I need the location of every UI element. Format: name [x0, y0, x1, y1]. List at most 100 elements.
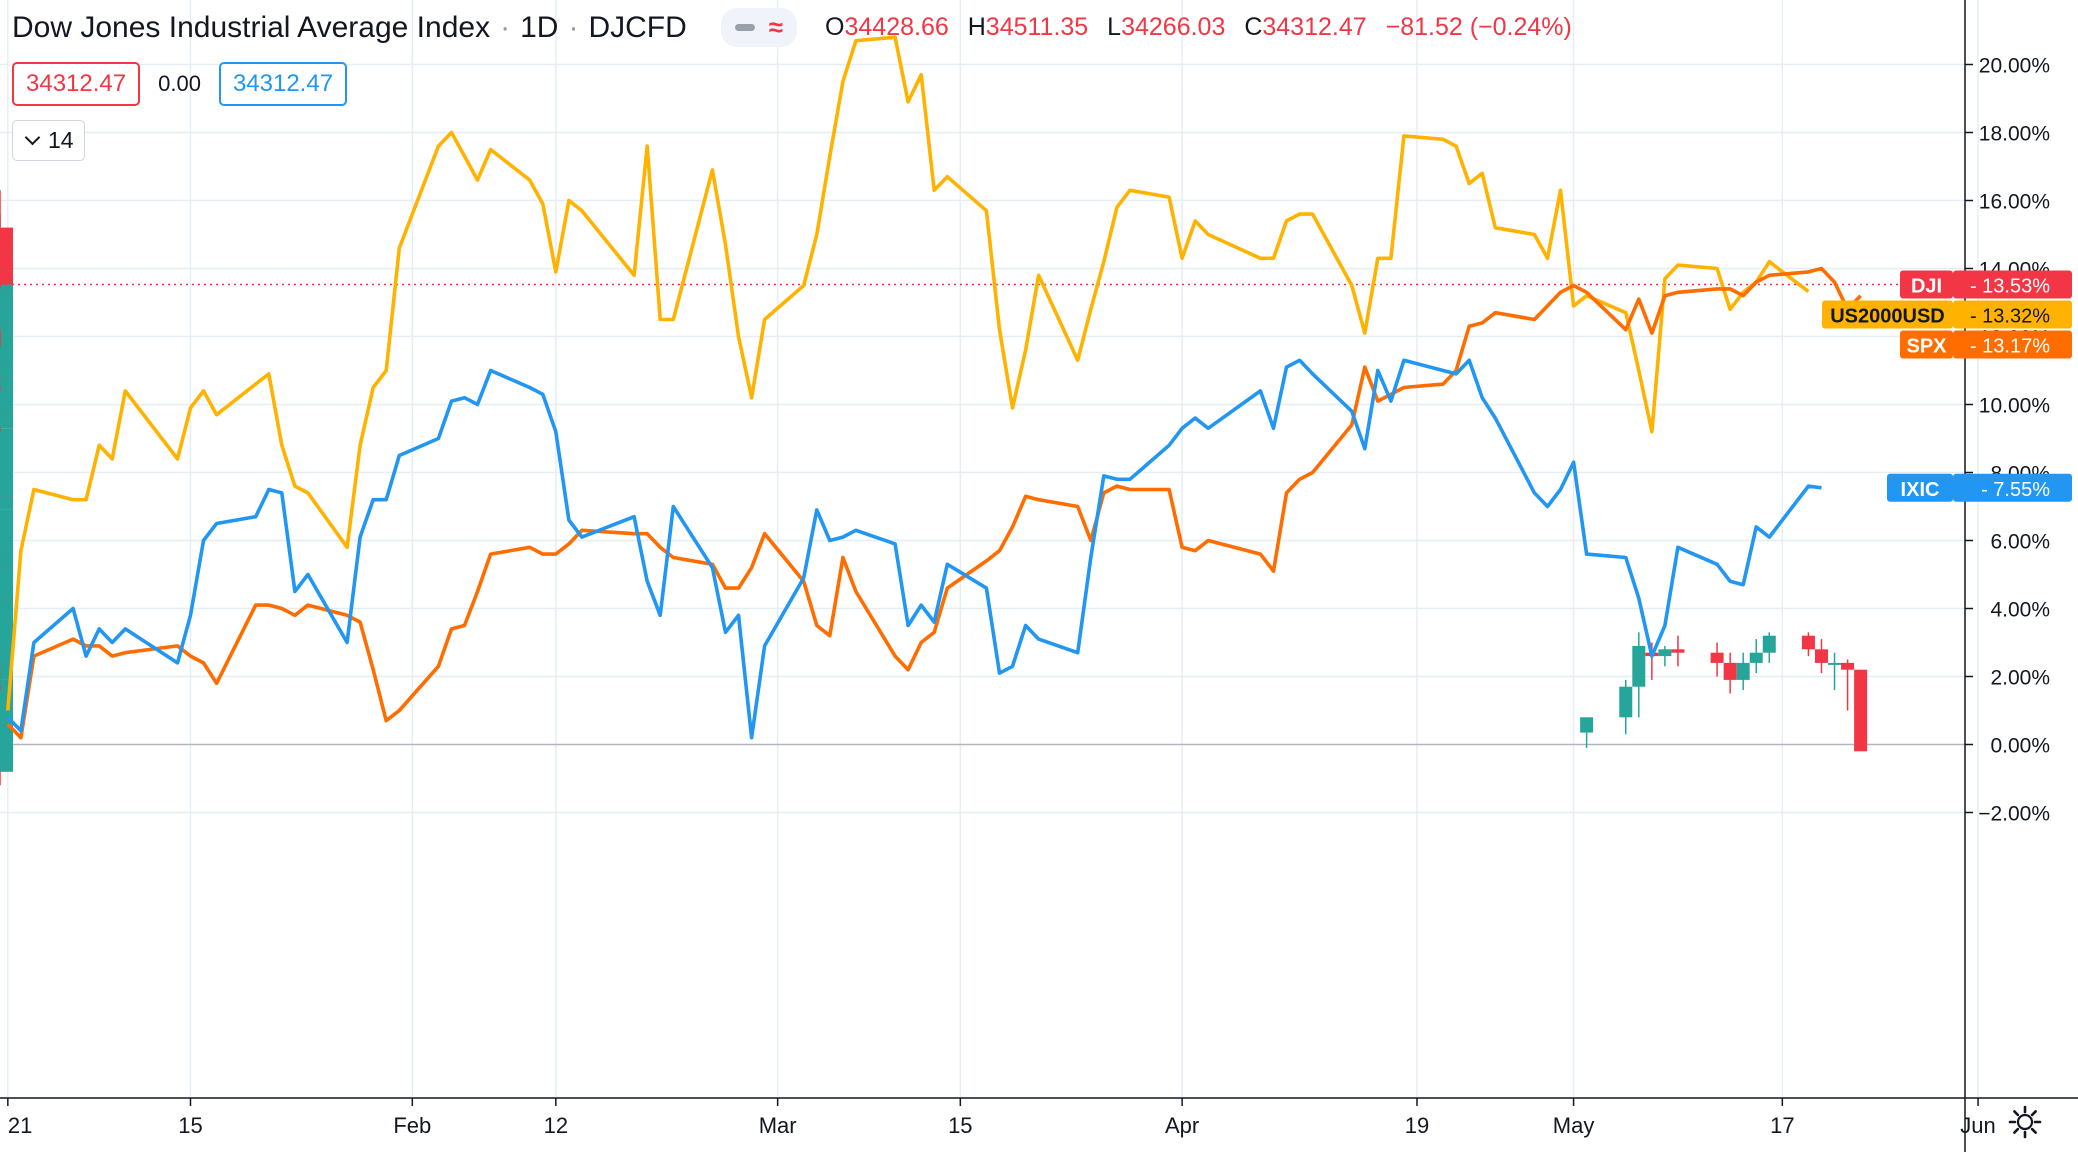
high-value: 34511.35: [985, 13, 1089, 41]
x-tick-label: 15: [178, 1113, 202, 1138]
candle: [1841, 659, 1855, 711]
candle-body: [0, 764, 13, 772]
candle: [1854, 669, 1868, 752]
us2000usd-series-line: [6, 35, 1810, 711]
candle: [0, 601, 13, 657]
candle-body: [0, 370, 13, 412]
comparison-lines: [0, 35, 1965, 740]
gear-icon[interactable]: [2008, 1105, 2042, 1139]
spread-value: 0.00: [158, 71, 201, 96]
badge-name-bg: [1822, 300, 1953, 329]
low-label: L: [1107, 13, 1122, 41]
badge-value-label: - 7.55%: [1981, 479, 2050, 501]
y-tick-label: 6.00%: [1990, 531, 2050, 554]
candle-body: [0, 472, 13, 497]
x-tick-label: 12: [544, 1113, 568, 1138]
indicators-count: 14: [48, 127, 74, 153]
candle: [0, 363, 13, 388]
candle-body: [1854, 669, 1868, 752]
candle-body: [0, 312, 13, 364]
candle-body: [1814, 649, 1828, 663]
badge-ixic: IXIC - 7.55%: [1887, 473, 2072, 502]
candle: [0, 305, 13, 330]
candle: [1710, 642, 1724, 677]
candle: [1658, 645, 1672, 667]
candle-body: [0, 407, 13, 425]
candle: [1632, 632, 1646, 718]
chevron-down-icon: [24, 129, 41, 146]
open-value: 34428.66: [844, 13, 949, 41]
candle: [0, 496, 13, 524]
y-tick-label: 0.00%: [1990, 735, 2050, 758]
time-axis-labels[interactable]: 21 15 Feb 12 Mar 15 Apr 19 May 17 Jun: [7, 1098, 1996, 1138]
spx-series-line: [6, 266, 1862, 740]
symbol-title[interactable]: Dow Jones Industrial Average Index: [12, 10, 491, 44]
candle: [0, 292, 13, 317]
candle: [0, 428, 13, 483]
open-label: O: [825, 13, 845, 41]
series-last-value-badges: DJI - 13.53% US2000USD - 13.32% SPX - 13.17% I…: [1822, 270, 2072, 502]
candle: [0, 458, 13, 507]
y-tick-label: −2.00%: [1978, 803, 2050, 826]
dji-candles: [0, 190, 1868, 786]
x-tick-label: Apr: [1165, 1113, 1199, 1138]
candle-body: [0, 234, 13, 255]
candle: [0, 265, 13, 289]
badge-name-bg: [1900, 330, 1953, 359]
high-label: H: [967, 13, 986, 41]
sell-price-box[interactable]: 34312.47: [12, 62, 141, 106]
separator-dot: ·: [500, 10, 511, 44]
badge-value-bg: [1953, 330, 2072, 359]
candle-body: [0, 428, 13, 473]
candle: [0, 720, 13, 769]
badge-value-bg: [1953, 300, 2072, 329]
candle-body: [0, 724, 13, 765]
x-tick-label: Feb: [393, 1113, 431, 1138]
candle-body: [1632, 645, 1646, 687]
exchange-label: DJCFD: [588, 10, 687, 44]
candle: [0, 227, 13, 279]
indicators-collapse-button[interactable]: 14: [12, 120, 85, 161]
candle: [1749, 639, 1763, 674]
ohlc-values: O34428.66 H34511.35 L34266.03 C34312.47 …: [825, 13, 1572, 42]
candle-body: [1723, 662, 1737, 680]
x-tick-label: 17: [1770, 1113, 1794, 1138]
candle: [0, 567, 13, 629]
y-tick-label: 16.00%: [1979, 191, 2050, 214]
candle-body: [1749, 652, 1763, 663]
buy-price-box[interactable]: 34312.47: [218, 62, 348, 106]
ixic-series-line: [6, 358, 1822, 740]
badge-value-label: - 13.53%: [1970, 275, 2050, 297]
x-tick-label: May: [1553, 1113, 1595, 1138]
candle: [1762, 632, 1776, 663]
candle: [0, 404, 13, 429]
x-tick-label: Jun: [1960, 1113, 1995, 1138]
timeframe-label[interactable]: 1D: [520, 10, 559, 44]
minus-icon[interactable]: [734, 24, 755, 31]
candle-body: [0, 554, 13, 558]
y-tick-label: 18.00%: [1979, 123, 2050, 146]
approx-icon[interactable]: ≈: [768, 12, 784, 42]
badge-series-name: DJI: [1911, 275, 1942, 297]
candle: [0, 312, 13, 368]
candle-body: [1710, 652, 1724, 663]
compare-mode-pill[interactable]: ≈: [720, 8, 798, 47]
candle-body: [0, 305, 13, 323]
badge-series-name: IXIC: [1901, 479, 1940, 501]
badge-value-label: - 13.32%: [1970, 305, 2050, 327]
bid-ask-row: 34312.47 0.00 34312.47: [12, 62, 348, 106]
candle-body: [1580, 717, 1594, 733]
y-tick-label: 10.00%: [1979, 395, 2050, 418]
candle: [1801, 632, 1815, 657]
candle: [0, 462, 13, 510]
x-tick-label: 15: [948, 1113, 972, 1138]
candle: [1814, 639, 1828, 674]
close-label: C: [1244, 13, 1263, 41]
candle-body: [0, 227, 13, 235]
candle-body: [0, 292, 13, 306]
candle-body: [0, 567, 13, 602]
candle-body: [0, 679, 13, 682]
badge-value-bg: [1953, 270, 2072, 299]
